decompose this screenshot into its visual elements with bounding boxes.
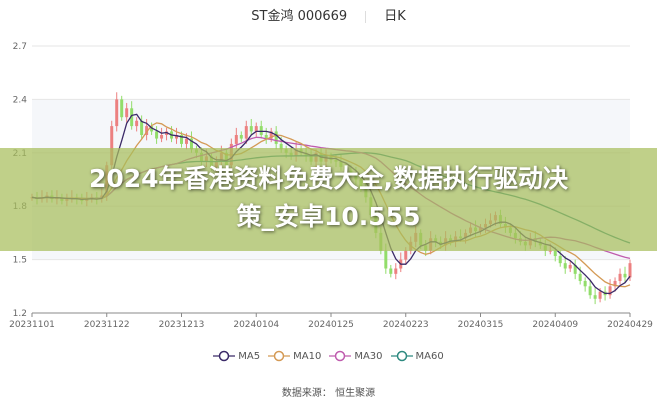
candle-body: [608, 286, 612, 296]
candle-body: [140, 120, 144, 135]
y-tick-label: 2.7: [13, 42, 27, 52]
candle-body: [593, 295, 597, 299]
legend-item-ma30[interactable]: MA30: [329, 350, 383, 362]
candle-body: [110, 126, 114, 166]
candle-body: [180, 135, 183, 144]
candle-body: [234, 135, 238, 144]
candle-body: [135, 120, 139, 127]
candle-body: [563, 263, 567, 269]
candle-body: [145, 126, 149, 135]
banner-line-2: 策_安卓10.555: [236, 202, 421, 231]
candle-body: [125, 108, 129, 118]
x-tick-label: 20231213: [159, 320, 205, 330]
candle-body: [389, 268, 393, 274]
candle-body: [269, 131, 273, 139]
candle-body: [573, 264, 577, 274]
x-tick-label: 20231122: [84, 320, 130, 330]
candle-body: [244, 126, 248, 139]
y-tick-label: 1.5: [13, 256, 27, 266]
candle-body: [115, 99, 119, 127]
candle-body: [120, 99, 124, 118]
candle-body: [568, 264, 572, 269]
x-tick-label: 20240223: [383, 320, 429, 330]
source-label: 数据来源：: [281, 388, 332, 399]
candle-body: [623, 273, 627, 278]
chart-title: ST金鸿 000669 日K: [0, 5, 657, 24]
x-tick-label: 20240125: [308, 320, 354, 330]
candle-body: [553, 250, 557, 257]
data-source: 数据来源： 恒生聚源: [0, 384, 657, 399]
candle-body: [155, 131, 159, 139]
candle-body: [189, 138, 193, 150]
candle-body: [130, 108, 134, 127]
legend-marker-icon: [213, 350, 236, 362]
candle-body: [274, 131, 278, 144]
candle-body: [165, 131, 169, 135]
divider: [365, 10, 367, 23]
overlay-banner: [0, 148, 657, 251]
x-tick-label: 20231101: [9, 320, 55, 330]
candle-body: [578, 273, 582, 281]
candle-body: [254, 126, 258, 132]
legend-item-ma10[interactable]: MA10: [268, 350, 321, 362]
legend-item-ma5[interactable]: MA5: [213, 350, 260, 362]
candle-body: [628, 263, 632, 278]
x-tick-label: 20240409: [532, 320, 578, 330]
candle-body: [384, 250, 388, 269]
candle-body: [613, 280, 617, 287]
candle-body: [598, 291, 602, 299]
stock-name: ST金鸿 000669: [251, 9, 348, 24]
candle-body: [184, 138, 188, 144]
candle-body: [394, 268, 398, 274]
y-tick-label: 1.2: [13, 309, 27, 319]
source-value: 恒生聚源: [335, 388, 376, 399]
candle-body: [583, 280, 587, 287]
candle-body: [249, 126, 253, 132]
x-tick-label: 20240429: [607, 320, 653, 330]
banner-line-1: 2024年香港资料免费大全,数据执行驱动决: [88, 164, 569, 193]
candle-body: [588, 286, 592, 296]
candle-body: [239, 135, 243, 139]
legend-label: MA60: [415, 350, 444, 362]
candle-body: [160, 135, 164, 139]
legend-marker-icon: [329, 350, 352, 362]
legend-label: MA10: [293, 350, 322, 362]
candle-body: [150, 126, 154, 132]
legend-marker-icon: [268, 350, 291, 362]
x-tick-label: 20240104: [233, 320, 279, 330]
legend-marker-icon: [390, 350, 413, 362]
legend-item-ma60[interactable]: MA60: [390, 350, 444, 362]
candle-body: [404, 250, 408, 260]
legend-label: MA5: [238, 350, 261, 362]
legend-label: MA30: [354, 350, 383, 362]
legend: MA5 MA10 MA30 MA60: [0, 350, 657, 365]
x-tick-label: 20240315: [458, 320, 504, 330]
candle-body: [259, 126, 263, 135]
y-tick-label: 2.4: [13, 95, 28, 105]
banner-text: 2024年香港资料免费大全,数据执行驱动决 策_安卓10.555: [0, 160, 657, 236]
candle-body: [279, 143, 283, 150]
candle-body: [618, 273, 622, 281]
candle-body: [558, 256, 562, 264]
candle-body: [175, 135, 179, 139]
period-label[interactable]: 日K: [384, 9, 406, 24]
candle-body: [548, 250, 552, 252]
candle-body: [264, 135, 268, 139]
